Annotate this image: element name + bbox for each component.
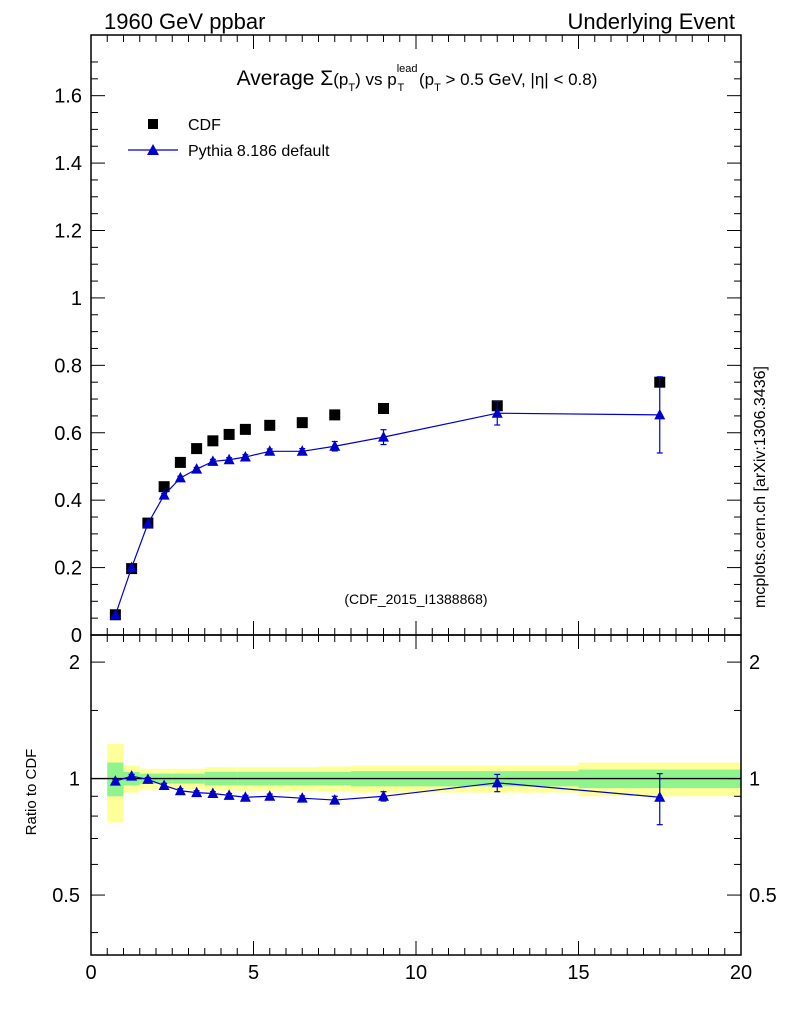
ratio-pythia-point-2 (142, 773, 154, 784)
bot-y-tick-label-right-1: 1 (749, 769, 760, 791)
pythia-point-6 (207, 455, 219, 466)
ratio-pythia-point-4 (174, 784, 186, 796)
pythia-point-11 (329, 440, 341, 451)
title-pre: Average (237, 67, 321, 90)
cdf-point-9 (264, 419, 276, 431)
pythia-point-3 (158, 489, 170, 500)
ratio-pythia-point-12 (378, 790, 389, 801)
ratio-ylabel: Ratio to CDF (23, 749, 40, 836)
top-panel-marks (109, 376, 666, 621)
top-y-tick-label-0: 0 (71, 625, 82, 647)
bot-y-tick-label-left-2: 2 (69, 652, 80, 674)
ratio-pythia-point-7 (223, 789, 235, 800)
title-tail-open: (p (414, 70, 434, 89)
cdf-point-7 (223, 428, 235, 440)
legend-marker-pythia (147, 144, 159, 155)
ratio-pythia-point-1 (126, 770, 138, 781)
pythia-point-4 (174, 471, 186, 483)
legend: CDF Pythia 8.186 default (128, 117, 330, 160)
ratio-bands (107, 743, 741, 823)
title-sigma: Σ (320, 67, 333, 90)
main-title: Average Σ(pT) vs plead T (pT > 0.5 GeV, |… (237, 63, 598, 94)
bot-y-tick-label-right-0: 0.5 (749, 885, 777, 907)
ratio-pythia-point-11 (329, 794, 341, 805)
ratio-pythia-point-5 (191, 786, 203, 798)
title-p: (p (333, 70, 348, 89)
ratio-pythia-point-0 (109, 775, 121, 786)
title-sub-t3: T (434, 82, 441, 94)
x-tick-label-2: 10 (405, 962, 427, 984)
top-y-tick-label-8: 1.6 (54, 86, 82, 108)
header-left: 1960 GeV ppbar (104, 9, 265, 34)
bot-y-tick-label-right-2: 2 (749, 652, 760, 674)
pythia-point-9 (264, 445, 276, 456)
pythia-point-12 (378, 431, 389, 442)
title-sup-lead: lead (397, 63, 418, 75)
pythia-point-7 (223, 453, 235, 465)
ratio-pythia-point-14 (654, 791, 666, 802)
title-sub-t2: T (397, 82, 404, 94)
pythia-point-2 (142, 517, 154, 529)
cdf-point-8 (239, 423, 251, 435)
cdf-point-4 (174, 456, 186, 468)
cdf-point-10 (296, 417, 308, 429)
x-tick-label-4: 20 (730, 962, 752, 984)
cdf-point-11 (329, 409, 341, 421)
cdf-point-5 (191, 443, 203, 455)
ratio-pythia-point-6 (207, 787, 219, 799)
pythia-point-13 (491, 407, 503, 418)
bot-y-tick-label-left-1: 1 (69, 769, 80, 791)
legend-label-cdf: CDF (188, 117, 221, 134)
top-y-tick-label-4: 0.8 (54, 355, 82, 377)
top-y-tick-label-3: 0.6 (54, 423, 82, 445)
header-right: Underlying Event (567, 9, 735, 34)
pythia-point-10 (296, 445, 308, 456)
x-tick-label-3: 15 (567, 962, 589, 984)
cdf-point-12 (378, 402, 389, 414)
top-y-tick-label-5: 1 (71, 288, 82, 310)
pythia-point-1 (126, 561, 138, 573)
ratio-pythia-point-13 (491, 776, 503, 788)
cdf-point-3 (158, 481, 170, 493)
top-y-tick-label-7: 1.4 (54, 153, 82, 175)
pythia-point-0 (109, 609, 121, 620)
ratio-pythia-point-10 (296, 792, 308, 803)
analysis-watermark: (CDF_2015_I1388868) (344, 591, 487, 607)
ratio-pythia-point-8 (239, 791, 251, 802)
bot-y-tick-label-left-0: 0.5 (52, 885, 80, 907)
title-vs: vs p (361, 70, 397, 89)
legend-label-pythia: Pythia 8.186 default (188, 143, 330, 160)
x-tick-label-1: 5 (248, 962, 259, 984)
top-y-tick-label-6: 1.2 (54, 221, 82, 243)
ratio-panel-marks (109, 770, 666, 826)
top-y-tick-label-1: 0.2 (54, 558, 82, 580)
title-tail: > 0.5 GeV, |η| < 0.8) (441, 70, 598, 89)
side-label: mcplots.cern.ch [arXiv:1306.3436] (752, 366, 769, 608)
pythia-point-8 (239, 451, 251, 462)
cdf-point-6 (207, 435, 219, 447)
axes: 0 5 10 15 20 0 0.2 0.4 0.6 0.8 1 1.2 1.4 1.6 0.5 0.5 1 1 2… (52, 34, 777, 984)
top-y-tick-label-2: 0.4 (54, 490, 82, 512)
ratio-pythia-point-3 (158, 779, 170, 790)
legend-marker-cdf (148, 119, 158, 129)
title-sub-t: T (348, 82, 355, 94)
ratio-pythia-point-9 (264, 790, 276, 801)
pythia-point-14 (654, 408, 666, 420)
title-close: ) (355, 70, 361, 89)
x-tick-label-0: 0 (85, 962, 96, 984)
pythia-point-5 (191, 463, 203, 474)
